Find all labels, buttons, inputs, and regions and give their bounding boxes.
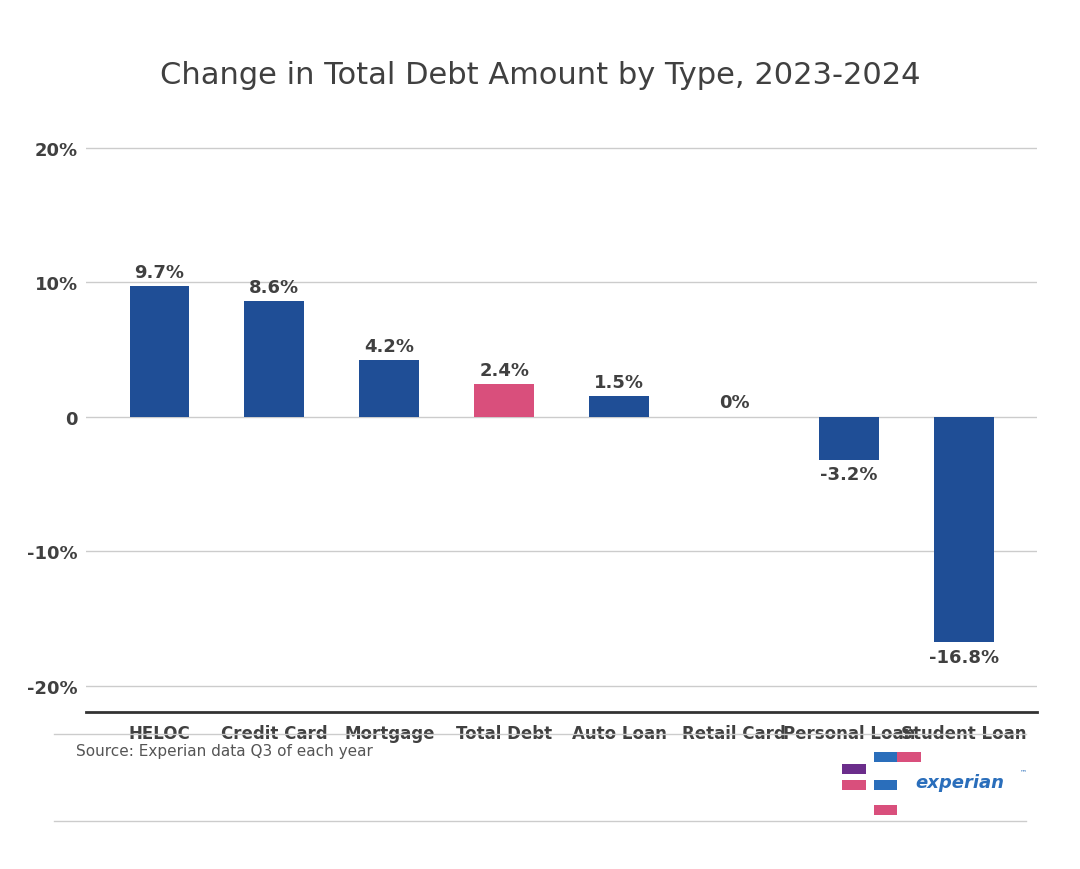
Text: 2.4%: 2.4% (480, 362, 529, 380)
FancyBboxPatch shape (874, 779, 897, 790)
Text: 8.6%: 8.6% (249, 278, 299, 296)
Bar (244, 302, 305, 417)
Bar (130, 287, 189, 417)
FancyBboxPatch shape (842, 779, 866, 790)
Text: 0%: 0% (718, 394, 750, 412)
Bar (360, 361, 419, 417)
Text: 1.5%: 1.5% (594, 374, 644, 392)
Bar (934, 417, 994, 643)
Text: ™: ™ (1021, 768, 1027, 774)
FancyBboxPatch shape (874, 753, 897, 763)
FancyBboxPatch shape (842, 764, 866, 774)
Bar (474, 385, 534, 417)
Text: Change in Total Debt Amount by Type, 2023-2024: Change in Total Debt Amount by Type, 202… (160, 61, 920, 90)
FancyBboxPatch shape (897, 753, 921, 763)
Text: 9.7%: 9.7% (135, 263, 185, 282)
Text: 4.2%: 4.2% (364, 337, 415, 355)
Text: experian: experian (916, 773, 1004, 791)
FancyBboxPatch shape (874, 805, 897, 815)
Text: -16.8%: -16.8% (929, 648, 999, 667)
Text: -3.2%: -3.2% (820, 466, 878, 483)
Text: Source: Experian data Q3 of each year: Source: Experian data Q3 of each year (76, 743, 373, 758)
Bar (819, 417, 879, 460)
Bar (590, 397, 649, 417)
